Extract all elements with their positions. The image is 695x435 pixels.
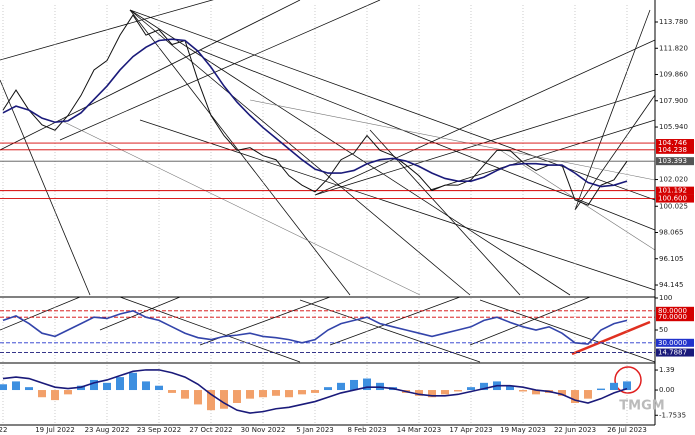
histogram-bar (246, 390, 254, 399)
level-label-box (656, 157, 694, 166)
histogram-bar (64, 390, 72, 395)
level-label: 104.238 (658, 146, 687, 154)
trend-annotation (571, 320, 651, 356)
histogram-bar (480, 382, 488, 391)
histogram-bar (324, 387, 332, 391)
y-tick-label: 96.105 (659, 255, 684, 263)
x-tick-label: 5 Jan 2023 (296, 426, 334, 434)
level-label-box (656, 306, 694, 315)
histogram-bar (519, 390, 527, 392)
histogram-bar (584, 390, 592, 399)
histogram-bar (337, 382, 345, 391)
x-tick-label: 22 Jun 2023 (554, 426, 596, 434)
y-tick-label: 100.025 (659, 202, 688, 210)
highlight-circle (614, 366, 642, 394)
level-label-box (656, 338, 694, 347)
y-tick-label: 109.860 (659, 71, 688, 79)
histogram-bar (298, 390, 306, 395)
x-tick-label: 8 Feb 2023 (347, 426, 386, 434)
y-tick-label: 0.00 (659, 386, 675, 394)
histogram-bar (428, 390, 436, 398)
level-label-box (656, 139, 694, 148)
fan-lines (0, 0, 656, 363)
level-label-box (656, 194, 694, 203)
x-tick-label: 14 Mar 2023 (397, 426, 441, 434)
y-tick-label: 105.940 (659, 123, 688, 131)
histogram-bar (155, 385, 163, 391)
histogram-bar (506, 385, 514, 391)
histogram-bar (532, 390, 540, 395)
level-label: 14.7887 (658, 349, 687, 357)
level-label: 30.0000 (658, 339, 687, 347)
x-tick-label: 19 May 2023 (500, 426, 546, 434)
series-line (2, 38, 628, 188)
histogram-bar (311, 390, 319, 393)
y-tick-label: 111.820 (659, 44, 688, 52)
y-tick-label: 50 (659, 326, 668, 334)
x-tick-label: 23 Aug 2022 (85, 426, 130, 434)
histogram-bar (571, 390, 579, 403)
level-label: 101.192 (658, 187, 687, 195)
x-tick-label: 23 Sep 2022 (137, 426, 181, 434)
histogram-bar (454, 390, 462, 392)
histogram-bar (142, 381, 150, 391)
histogram-bar (168, 390, 176, 393)
histogram-bar (350, 379, 358, 391)
x-tick-label: 19 Jul 2022 (35, 426, 75, 434)
histogram-bar (0, 384, 7, 391)
histogram-bar (129, 372, 137, 391)
level-label-box (656, 186, 694, 195)
histogram-bar (103, 382, 111, 391)
y-tick-label: 98.065 (659, 229, 684, 237)
y-tick-label: 113.780 (659, 18, 688, 26)
x-tick-label: 22 (0, 426, 7, 434)
histogram-bar (207, 390, 215, 411)
histogram-bar (116, 377, 124, 391)
y-tick-label: -1.7535 (659, 411, 686, 419)
level-label-box (656, 145, 694, 154)
level-label: 103.393 (658, 157, 687, 165)
series-line (2, 14, 628, 206)
x-tick-label: 17 Apr 2023 (449, 426, 492, 434)
histogram-bar (415, 390, 423, 396)
series-line (2, 369, 628, 414)
histogram-bar (51, 390, 59, 401)
histogram-bar (220, 390, 228, 409)
histogram-bar (90, 379, 98, 391)
series-line (2, 309, 628, 345)
histogram-bar (12, 381, 20, 391)
level-label: 80.0000 (658, 307, 687, 315)
histogram-bar (610, 382, 618, 391)
level-label-box (656, 348, 694, 357)
histogram-bar (272, 390, 280, 396)
histogram-bar (285, 390, 293, 398)
x-tick-label: 27 Oct 2022 (189, 426, 232, 434)
y-tick-label: 107.900 (659, 97, 688, 105)
histogram-bar (233, 390, 241, 403)
y-tick-label: 1.39 (659, 366, 675, 374)
y-tick-label: 102.020 (659, 176, 688, 184)
histogram-bar (623, 381, 631, 391)
histogram-bar (558, 390, 566, 396)
histogram-bar (194, 390, 202, 405)
level-label: 104.746 (658, 139, 687, 147)
y-tick-label: 100 (659, 294, 672, 302)
histogram-bar (441, 390, 449, 395)
level-label: 70.0000 (658, 313, 687, 321)
histogram-bar (597, 388, 605, 391)
x-tick-label: 26 Jul 2023 (607, 426, 647, 434)
histogram-bar (363, 378, 371, 391)
watermark: TMGM (619, 399, 664, 414)
histogram-bar (181, 390, 189, 399)
level-label-box (656, 313, 694, 322)
histogram-bar (25, 387, 33, 391)
histogram-bar (38, 390, 46, 398)
histogram-bar (259, 390, 267, 398)
x-tick-label: 30 Nov 2022 (241, 426, 286, 434)
histogram-bar (467, 387, 475, 391)
y-tick-label: 94.145 (659, 281, 684, 289)
level-label: 100.600 (658, 195, 687, 203)
